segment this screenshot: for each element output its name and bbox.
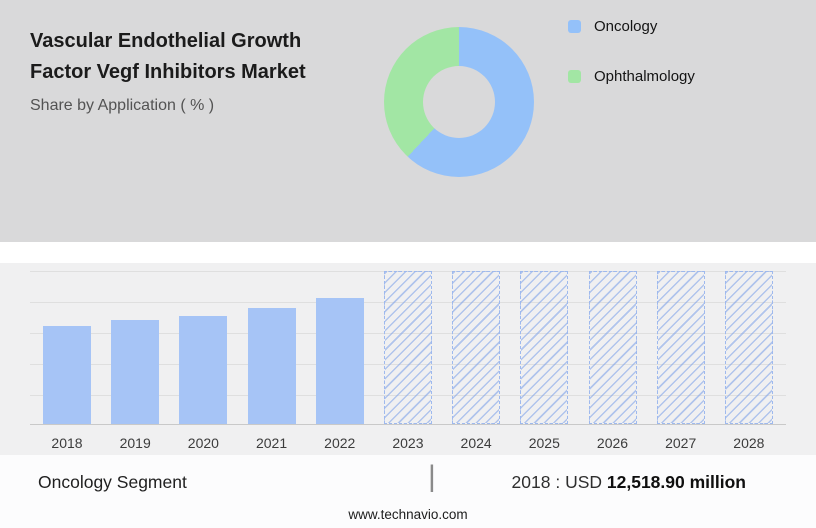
legend-label-oncology: Oncology xyxy=(594,17,658,35)
x-tick-2026: 2026 xyxy=(596,435,629,451)
segment-label: Oncology Segment xyxy=(38,472,187,492)
bars xyxy=(30,271,786,424)
bar-2019 xyxy=(111,319,160,424)
x-tick-2019: 2019 xyxy=(119,435,151,451)
bar-plot xyxy=(30,271,786,425)
oncology-swatch xyxy=(568,19,581,33)
bar-2021 xyxy=(247,307,296,424)
x-tick-2024: 2024 xyxy=(460,435,492,451)
x-tick-2028: 2028 xyxy=(733,435,765,451)
x-tick-2023: 2023 xyxy=(392,435,424,451)
page-title: Vascular Endothelial Growth Factor Vegf … xyxy=(30,26,370,88)
ophthalmology-swatch xyxy=(568,69,581,83)
value-callout: 2018 : USD 12,518.90 million xyxy=(512,472,746,493)
forecast-bar-2023 xyxy=(383,271,432,424)
legend-item-ophthalmology: Ophthalmology xyxy=(568,64,695,88)
forecast-bar-2024 xyxy=(452,271,501,424)
bar-2020 xyxy=(179,315,228,424)
title-line-2: Factor Vegf Inhibitors Market xyxy=(30,61,306,83)
forecast-bar-2028 xyxy=(724,271,773,424)
x-tick-2018: 2018 xyxy=(51,435,83,451)
donut-chart xyxy=(384,27,534,177)
x-tick-2021: 2021 xyxy=(255,435,288,451)
bar-2018 xyxy=(43,325,91,424)
separator: | xyxy=(428,460,436,493)
divider-band xyxy=(0,242,816,263)
chart-subtitle: Share by Application ( % ) xyxy=(30,97,215,114)
legend-label-ophthalmology: Ophthalmology xyxy=(594,67,695,85)
title-line-1: Vascular Endothelial Growth xyxy=(30,30,302,52)
value-amount: 12,518.90 million xyxy=(606,472,746,492)
x-tick-2022: 2022 xyxy=(324,435,356,451)
forecast-bar-2026 xyxy=(588,271,637,424)
bar-chart-section: 2018 2019 2020 2021 2022 2023 2024 2025 2026 2027… xyxy=(0,263,816,455)
top-section: Vascular Endothelial Growth Factor Vegf … xyxy=(0,0,816,242)
legend: Oncology Ophthalmology xyxy=(568,14,695,114)
title-block: Vascular Endothelial Growth Factor Vegf … xyxy=(30,26,370,115)
x-tick-2020: 2020 xyxy=(187,435,219,451)
x-axis-labels: 2018 2019 2020 2021 2022 2023 2024 2025 2026 2027… xyxy=(30,435,786,451)
forecast-bar-2025 xyxy=(520,271,569,424)
bar-2022 xyxy=(315,297,364,424)
forecast-bar-2027 xyxy=(656,271,705,424)
value-prefix: 2018 : USD xyxy=(511,472,603,492)
footer: Oncology Segment | 2018 : USD 12,518.90 … xyxy=(0,455,816,528)
x-tick-2025: 2025 xyxy=(528,435,560,451)
legend-item-oncology: Oncology xyxy=(568,14,695,38)
donut-hole xyxy=(423,66,495,138)
x-tick-2027: 2027 xyxy=(665,435,697,451)
website: www.technavio.com xyxy=(348,507,468,522)
